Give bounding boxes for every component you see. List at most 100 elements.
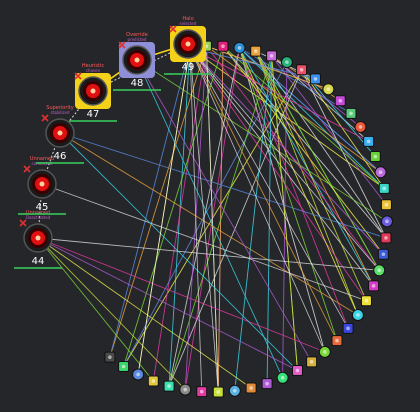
cube-icon[interactable] — [369, 151, 381, 163]
connection-line — [152, 46, 207, 382]
connection-line — [271, 55, 387, 206]
sun-icon[interactable] — [360, 295, 372, 307]
flask-icon[interactable] — [147, 375, 159, 387]
connection-line — [239, 47, 359, 316]
leaf-icon[interactable] — [345, 107, 357, 119]
player-name: Superiority — [46, 105, 74, 111]
gear-icon[interactable] — [266, 50, 278, 62]
connection-line — [168, 47, 240, 387]
player-name: Halo — [182, 16, 193, 22]
drop-icon[interactable] — [378, 182, 390, 194]
player-p45[interactable]: Unnamedconnected45 — [18, 156, 66, 215]
connection-line — [271, 55, 369, 142]
connection-line — [37, 237, 325, 353]
connection-line — [239, 47, 381, 173]
moon-icon[interactable] — [380, 215, 393, 228]
player-p44[interactable]: UnnamedDeactivated44 — [14, 210, 62, 269]
heart-icon[interactable] — [334, 95, 346, 107]
connection-line — [41, 183, 367, 302]
player-subtitle: chosen — [86, 68, 101, 73]
player-status-bar — [164, 73, 212, 75]
player-score: 45 — [36, 202, 49, 213]
hammer-icon[interactable] — [212, 386, 224, 398]
connection-line — [136, 59, 312, 363]
connection-line — [189, 47, 219, 392]
compass-icon[interactable] — [228, 384, 241, 397]
connection-line — [189, 47, 326, 353]
connection-line — [222, 45, 385, 189]
player-status-bar — [18, 213, 66, 215]
shield-icon[interactable] — [233, 41, 246, 54]
connection-line — [189, 47, 367, 302]
potion-icon[interactable] — [291, 365, 303, 377]
globe-icon[interactable] — [363, 135, 375, 147]
flag-icon[interactable] — [322, 83, 335, 96]
player-name: Override — [126, 32, 148, 38]
eliminated-x-icon — [19, 219, 27, 227]
connection-line — [136, 59, 388, 222]
connection-line — [136, 59, 284, 378]
pawn-icon[interactable] — [104, 351, 116, 363]
connection-line — [168, 55, 273, 387]
anchor-icon[interactable] — [373, 264, 386, 277]
fire-icon[interactable] — [354, 120, 367, 133]
connection-line — [255, 50, 380, 271]
music-icon[interactable] — [342, 322, 354, 334]
skull-icon[interactable] — [306, 356, 318, 368]
connection-line — [239, 47, 326, 352]
mask-icon[interactable] — [318, 345, 331, 358]
connection-line — [255, 50, 359, 316]
player-subtitle: Deactivated — [26, 215, 51, 220]
connection-line — [222, 45, 384, 255]
connection-line — [187, 43, 338, 341]
map-icon[interactable] — [245, 382, 257, 394]
player-subtitle: stabilized — [50, 110, 70, 115]
connection-line — [239, 47, 352, 114]
coin-icon[interactable] — [331, 335, 343, 347]
connection-line — [234, 55, 273, 391]
player-status-bar — [113, 89, 161, 91]
player-score: 47 — [87, 109, 100, 120]
eliminated-x-icon — [23, 165, 31, 173]
bell-icon[interactable] — [377, 248, 389, 260]
connection-line — [189, 47, 380, 271]
player-column: UnnamedDeactivated44Unnamedconnected45Su… — [14, 16, 212, 269]
connection-line — [301, 69, 387, 239]
bow-icon[interactable] — [276, 371, 289, 384]
star-icon[interactable] — [296, 64, 308, 76]
connection-line — [37, 237, 154, 382]
eye-icon[interactable] — [368, 280, 380, 292]
connection-line — [271, 55, 298, 371]
player-status-bar — [14, 267, 62, 269]
connection-line — [123, 46, 224, 367]
player-score: 48 — [131, 78, 144, 89]
eliminated-x-icon — [118, 41, 126, 49]
clover-icon[interactable] — [118, 360, 130, 372]
tree-icon[interactable] — [380, 199, 392, 211]
player-score: 46 — [54, 151, 67, 162]
ring-icon[interactable] — [163, 380, 175, 392]
player-status-bar — [36, 162, 84, 164]
connection-line — [37, 237, 186, 390]
player-score: 44 — [32, 256, 45, 267]
eliminated-x-icon — [169, 25, 177, 33]
connection-line — [189, 47, 203, 392]
lock-icon[interactable] — [280, 56, 293, 69]
rocket-icon[interactable] — [351, 309, 364, 322]
scroll-icon[interactable] — [179, 383, 192, 396]
bolt-icon[interactable] — [250, 45, 262, 57]
orb-icon[interactable] — [196, 386, 208, 398]
key-icon[interactable] — [380, 232, 392, 244]
book-icon[interactable] — [309, 73, 321, 85]
crown-icon[interactable] — [374, 166, 387, 179]
connection-line — [168, 69, 302, 387]
gem-icon[interactable] — [217, 40, 229, 52]
connection-lines — [37, 43, 388, 392]
sword-icon[interactable] — [261, 378, 273, 390]
connection-line — [301, 69, 385, 189]
feather-icon[interactable] — [132, 368, 145, 381]
